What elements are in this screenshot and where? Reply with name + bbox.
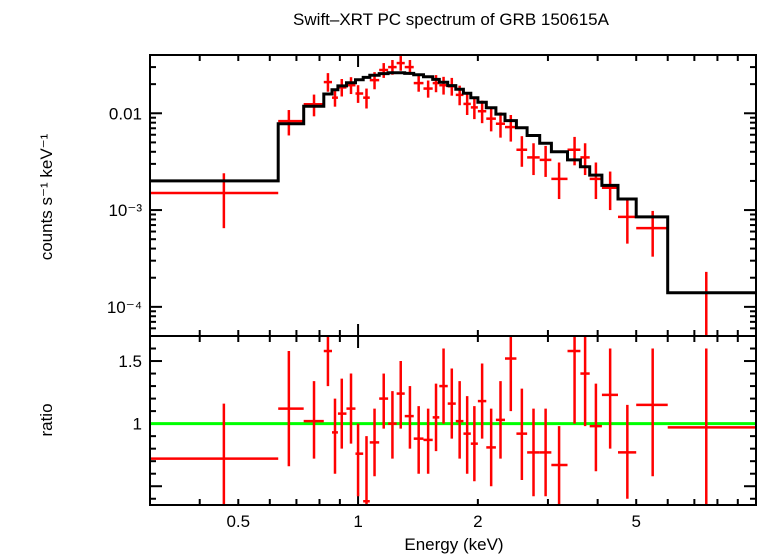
data-point [589,162,602,200]
data-point [323,336,333,387]
panel-frame [149,54,757,337]
data-point [618,199,637,244]
data-point [432,383,440,452]
data-point [447,368,456,439]
data-point [504,336,517,412]
data-point [589,383,602,472]
data-point [332,398,338,474]
data-point [618,404,637,499]
data-point [332,89,338,107]
data-point [636,210,668,257]
data-point [379,373,389,429]
data-point [388,391,397,459]
data-point [455,381,464,459]
data-point [439,348,448,424]
data-point [527,408,540,497]
data-point [495,381,505,459]
data-point [477,363,487,439]
data-point [463,396,471,474]
panel-frame [149,335,757,506]
panel-ratio: 11.5 [118,335,757,506]
plot-area-spectrum [150,56,756,336]
data-point [516,136,528,167]
y-tick-label: 0.01 [109,104,142,123]
data-point [486,107,496,132]
data-point [303,381,324,459]
chart-title: Swift–XRT PC spectrum of GRB 150615A [293,10,610,29]
data-point [470,97,478,120]
data-point [667,271,756,336]
data-point [539,408,552,497]
data-point [516,388,528,480]
data-point [636,348,668,477]
y-axis-label-ratio: ratio [37,403,56,436]
data-point [486,408,496,487]
data-point [495,112,505,138]
y-tick-label: 1 [133,415,142,434]
model-step-line [150,71,756,295]
x-tick-label: 5 [631,512,640,531]
y-axis-label-spectrum: counts s⁻¹ keV⁻¹ [37,133,56,260]
data-point [601,348,619,449]
data-point [363,436,370,505]
data-point [539,145,552,177]
data-point [551,426,568,505]
data-point [337,378,347,449]
x-tick-labels: 0.5 1 2 5 [226,512,640,531]
y-tick-label: 10⁻⁴ [107,298,142,317]
data-point [463,94,471,115]
data-point [363,88,370,109]
data-point [278,351,304,467]
data-point [423,80,433,98]
x-tick-label: 2 [473,512,482,531]
y-tick-label: 1.5 [118,352,142,371]
data-point [369,408,380,477]
data-point [567,336,581,424]
data-point [323,73,333,92]
data-point [551,162,568,200]
y-tick-label: 10⁻³ [108,201,142,220]
data-point [667,348,756,505]
data-point [504,114,517,142]
data-point [413,406,424,474]
panel-spectrum: 0.01 10⁻³ 10⁻⁴ [107,54,757,337]
data-point [404,386,414,449]
data-point [601,171,619,211]
data-point [396,56,405,71]
x-axis-label: Energy (keV) [404,535,503,554]
data-point [150,403,279,505]
data-point [379,63,389,78]
plot-area-ratio [150,336,756,505]
data-point [470,406,478,482]
data-point [346,373,356,444]
data-point [580,143,590,176]
x-tick-label: 0.5 [226,512,250,531]
data-point [580,336,590,427]
data-point [355,85,364,103]
data-point [527,143,540,176]
data-point [477,100,487,124]
data-point [355,423,364,497]
data-point [396,361,405,429]
data-point [423,408,433,474]
x-tick-label: 1 [353,512,362,531]
data-point [150,173,279,229]
data-point [413,75,424,92]
